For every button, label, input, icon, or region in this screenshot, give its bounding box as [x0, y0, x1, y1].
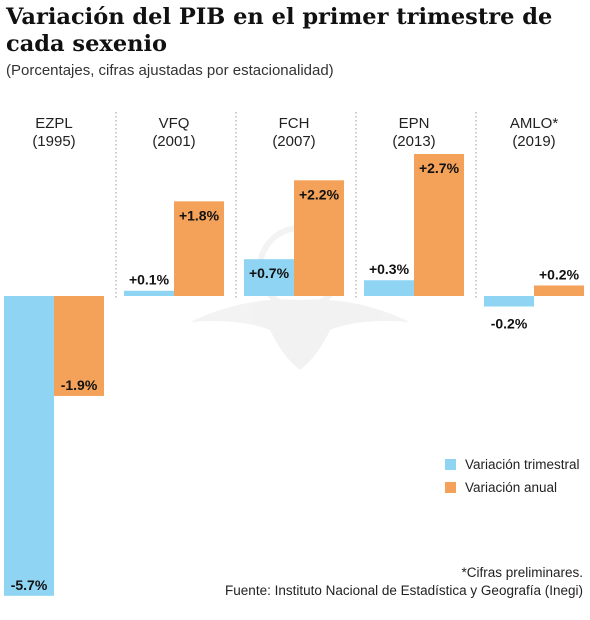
- value-label-trimestral-vfq: +0.1%: [129, 272, 170, 288]
- bar-trimestral-amlo: [484, 296, 534, 307]
- category-label-amlo: AMLO*: [510, 115, 559, 132]
- chart-subtitle: (Porcentajes, cifras ajustadas por estac…: [6, 62, 334, 79]
- source-note: Fuente: Instituto Nacional de Estadístic…: [225, 583, 583, 598]
- bar-trimestral-fch: [244, 259, 294, 296]
- value-label-anual-ezpl: -1.9%: [61, 377, 98, 393]
- category-year-vfq: (2001): [152, 133, 195, 150]
- value-label-anual-vfq: +1.8%: [179, 207, 220, 223]
- bar-anual-epn: [414, 153, 464, 296]
- legend: Variación trimestral Variación anual: [445, 453, 580, 499]
- bar-trimestral-epn: [364, 280, 414, 296]
- category-label-epn: EPN: [399, 115, 430, 132]
- bar-trimestral-vfq: [124, 290, 174, 296]
- bar-trimestral-ezpl: [4, 296, 54, 596]
- legend-swatch-anual: [445, 482, 456, 493]
- value-label-anual-amlo: +0.2%: [539, 266, 580, 282]
- value-label-anual-epn: +2.7%: [419, 160, 460, 176]
- value-labels: -5.7% -1.9% +0.1% +1.8% +0.7% +2.2% +0.3% +2.7%…: [11, 160, 580, 593]
- category-label-ezpl: EZPL: [35, 115, 73, 132]
- legend-item-anual: Variación anual: [445, 476, 580, 499]
- preliminary-note: *Cifras preliminares.: [461, 565, 583, 580]
- category-labels: EZPL(1995) VFQ(2001) FCH(2007) EPN(2013) AML…: [32, 115, 558, 150]
- chart-title: Variación del PIB en el primer trimestre…: [6, 4, 553, 57]
- category-label-fch: FCH: [279, 115, 310, 132]
- legend-swatch-trimestral: [445, 459, 456, 470]
- column-separators: [115, 112, 477, 298]
- value-label-trimestral-fch: +0.7%: [249, 265, 290, 281]
- value-label-trimestral-ezpl: -5.7%: [11, 577, 48, 593]
- category-year-fch: (2007): [272, 133, 315, 150]
- category-year-amlo: (2019): [512, 133, 555, 150]
- category-year-ezpl: (1995): [32, 133, 75, 150]
- footnote: *Cifras preliminares. Fuente: Instituto …: [163, 564, 583, 600]
- category-label-vfq: VFQ: [159, 115, 190, 132]
- legend-label-anual: Variación anual: [465, 480, 558, 495]
- legend-item-trimestral: Variación trimestral: [445, 453, 580, 476]
- legend-label-trimestral: Variación trimestral: [465, 457, 580, 472]
- bar-anual-vfq: [174, 201, 224, 296]
- value-label-trimestral-epn: +0.3%: [369, 261, 410, 277]
- value-label-anual-fch: +2.2%: [299, 186, 340, 202]
- value-label-trimestral-amlo: -0.2%: [491, 316, 528, 332]
- bars-layer: [4, 153, 584, 596]
- bar-anual-amlo: [534, 285, 584, 296]
- bar-anual-fch: [294, 180, 344, 296]
- bar-anual-ezpl: [54, 296, 104, 396]
- category-year-epn: (2013): [392, 133, 435, 150]
